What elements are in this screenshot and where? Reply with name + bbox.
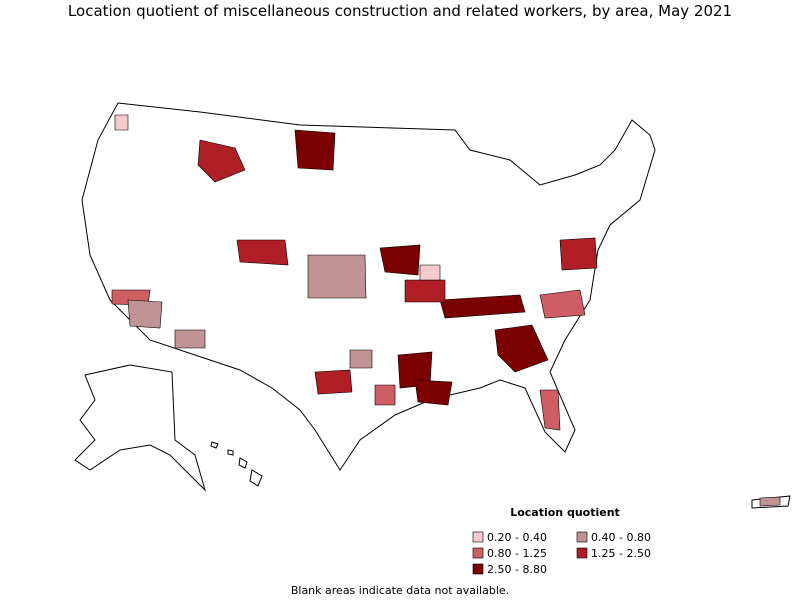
legend-swatch	[472, 563, 484, 575]
footnote: Blank areas indicate data not available.	[291, 584, 509, 597]
legend: Location quotient 0.20 - 0.40 0.40 - 0.80…	[472, 506, 651, 576]
map-area	[197, 139, 246, 183]
map-area	[114, 114, 129, 131]
map-areas	[111, 114, 781, 507]
map-area	[539, 289, 586, 319]
map-area	[494, 324, 549, 373]
map-area	[759, 496, 781, 507]
contiguous-us	[81, 102, 656, 471]
map-area	[127, 299, 163, 329]
legend-label: 1.25 - 2.50	[591, 547, 651, 560]
map-area	[294, 129, 336, 171]
map-area	[314, 369, 353, 395]
map-area	[349, 349, 373, 369]
map-area	[404, 279, 446, 303]
alaska	[74, 364, 207, 492]
hawaii	[210, 441, 263, 487]
legend-label: 2.50 - 8.80	[487, 563, 547, 576]
legend-swatch	[576, 531, 588, 543]
map-area	[307, 254, 367, 299]
map-area	[439, 294, 526, 319]
map-area	[236, 239, 289, 266]
land	[74, 102, 791, 509]
legend-swatch	[576, 547, 588, 559]
map-area	[174, 329, 206, 349]
map-area	[374, 384, 396, 406]
map-area	[379, 244, 421, 276]
map-area	[419, 264, 441, 281]
legend-label: 0.40 - 0.80	[591, 531, 651, 544]
map-area	[539, 389, 561, 431]
legend-label: 0.20 - 0.40	[487, 531, 547, 544]
legend-swatch	[472, 547, 484, 559]
legend-title: Location quotient	[510, 506, 620, 519]
map-area	[414, 379, 453, 406]
map-title: Location quotient of miscellaneous const…	[68, 2, 732, 20]
map-area	[559, 237, 598, 271]
legend-label: 0.80 - 1.25	[487, 547, 547, 560]
legend-swatch	[472, 531, 484, 543]
